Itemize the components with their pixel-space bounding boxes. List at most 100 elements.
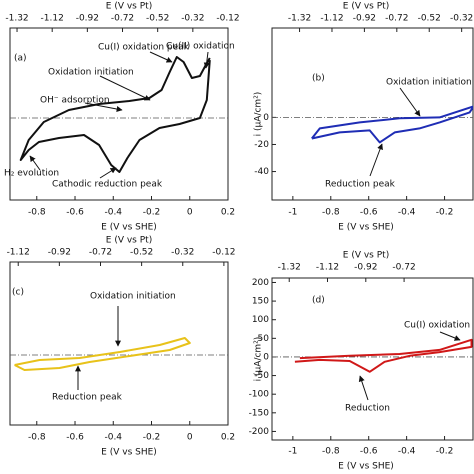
annotation: Oxidation initiation — [386, 78, 472, 88]
y-tick-label: 0 — [263, 352, 269, 362]
x2-tick-label: -1.32 — [278, 263, 301, 273]
x2-tick-label: -1.32 — [5, 14, 28, 24]
x2-tick-label: -1.12 — [320, 14, 343, 24]
x2-tick-label: -0.12 — [216, 14, 239, 24]
cv-curve — [311, 105, 473, 144]
x2-tick-label: -0.72 — [89, 248, 112, 258]
x-tick-label: -1 — [288, 447, 297, 457]
y-tick-label: -50 — [254, 371, 269, 381]
x2-tick-label: -0.32 — [181, 14, 204, 24]
annotation-arrow — [399, 87, 421, 117]
x-tick-label: -0.6 — [360, 208, 378, 218]
y-axis-title: i (μA/cm²) — [254, 337, 264, 382]
plot-frame — [9, 261, 229, 426]
x2-tick-label: -0.12 — [212, 248, 235, 258]
x2-axis-title: E (V vs Pt) — [106, 2, 152, 12]
y-axis-title: i (μA/cm²) — [254, 92, 264, 137]
x2-tick-label: -0.92 — [354, 263, 377, 273]
annotation-arrow — [369, 143, 383, 177]
x2-tick-label: -0.52 — [418, 14, 441, 24]
panel-label: (d) — [312, 296, 325, 306]
x-tick-label: -0.4 — [398, 447, 416, 457]
x-axis-title: E (V vs SHE) — [338, 462, 394, 472]
annotation-arrow — [439, 331, 461, 341]
annotation: Reduction — [345, 404, 390, 414]
x2-axis-title: E (V vs Pt) — [343, 251, 389, 261]
plot-frame — [271, 27, 474, 201]
x2-axis-title: E (V vs Pt) — [343, 2, 389, 12]
x-axis-title: E (V vs SHE) — [101, 223, 157, 233]
annotation-arrow — [99, 75, 151, 101]
plot-frame — [271, 277, 474, 441]
panel: -1 -0.8 -0.6 -0.4 -0.2 E (V vs SHE) -1.32 -1.12… — [249, 251, 474, 472]
annotation: Cu(I) oxidation peak — [404, 321, 474, 331]
y-tick-label: -100 — [249, 390, 270, 400]
x-tick-label: -1 — [288, 208, 297, 218]
x2-tick-label: -0.32 — [450, 14, 473, 24]
x-tick-label: -0.2 — [143, 208, 161, 218]
x2-tick-label: -0.92 — [76, 14, 99, 24]
y-tick-label: 0 — [263, 113, 269, 123]
annotation-arrow — [358, 375, 369, 401]
x-axis-title: E (V vs SHE) — [101, 448, 157, 458]
x-tick-label: -0.8 — [322, 208, 340, 218]
annotation: Oxidation initiation — [90, 292, 176, 302]
annotation-arrow — [29, 155, 41, 171]
x2-tick-label: -1.12 — [7, 248, 30, 258]
annotation-arrow — [84, 102, 123, 112]
x-tick-label: 0 — [187, 208, 193, 218]
x-axis-title: E (V vs SHE) — [338, 223, 394, 233]
y-tick-label: -200 — [249, 427, 270, 437]
panel: -1 -0.8 -0.6 -0.4 -0.2 E (V vs SHE) -1.32 -1.12… — [254, 2, 474, 233]
annotation: Oxidation initiation — [48, 68, 134, 78]
x-tick-label: -0.8 — [322, 447, 340, 457]
x-tick-label: 0 — [187, 433, 193, 443]
plot-frame — [9, 27, 229, 201]
panel-label: (c) — [12, 288, 24, 298]
panel: -0.8 -0.6 -0.4 -0.2 0 0.2 E (V vs SHE) -1.32 -1.… — [4, 2, 240, 233]
x-tick-label: -0.4 — [104, 208, 122, 218]
x-tick-label: -0.2 — [436, 447, 454, 457]
x2-tick-label: -1.12 — [316, 263, 339, 273]
annotation: H₂ evolution — [4, 169, 59, 179]
x-tick-label: -0.6 — [66, 208, 84, 218]
y-tick-label: -20 — [254, 140, 269, 150]
x2-tick-label: -1.12 — [41, 14, 64, 24]
y-tick-label: -150 — [249, 408, 270, 418]
x2-axis-title: E (V vs Pt) — [106, 236, 152, 246]
annotation: OH⁻ adsorption — [40, 96, 110, 106]
x2-tick-label: -0.92 — [353, 14, 376, 24]
x-tick-label: -0.6 — [360, 447, 378, 457]
annotation: Reduction peak — [52, 393, 123, 403]
x2-tick-label: -0.32 — [171, 248, 194, 258]
x2-tick-label: -0.92 — [48, 248, 71, 258]
x-tick-label: -0.6 — [66, 433, 84, 443]
x-tick-label: 0.2 — [221, 433, 235, 443]
annotation: Reduction peak — [325, 180, 396, 190]
x2-tick-label: -0.52 — [146, 14, 169, 24]
panel-label: (b) — [312, 74, 325, 84]
annotation: Cu(II) oxidation — [166, 42, 235, 52]
x2-tick-label: -0.52 — [130, 248, 153, 258]
annotation-arrow — [203, 51, 210, 69]
annotation-arrow — [99, 167, 117, 179]
cv-curve — [294, 338, 473, 373]
y-tick-label: 50 — [258, 334, 270, 344]
cv-curve — [14, 337, 191, 371]
annotation: Cathodic reduction peak — [52, 180, 163, 190]
x2-tick-label: -0.72 — [392, 263, 415, 273]
annotation-arrow — [149, 51, 173, 63]
panel: -0.8 -0.6 -0.4 -0.2 0 0.2 E (V vs SHE) -1.12 -0.… — [7, 236, 236, 458]
panel-label: (a) — [14, 54, 27, 64]
x-tick-label: -0.2 — [436, 208, 454, 218]
x-tick-label: -0.8 — [28, 208, 46, 218]
y-tick-label: -40 — [254, 167, 269, 177]
x-tick-label: -0.8 — [28, 433, 46, 443]
y-tick-label: 100 — [252, 315, 269, 325]
cv-curve — [19, 56, 211, 173]
annotation: Cu(I) oxidation peak — [98, 43, 190, 53]
x2-tick-label: -0.72 — [111, 14, 134, 24]
x-tick-label: -0.2 — [143, 433, 161, 443]
y-tick-label: 200 — [252, 278, 269, 288]
